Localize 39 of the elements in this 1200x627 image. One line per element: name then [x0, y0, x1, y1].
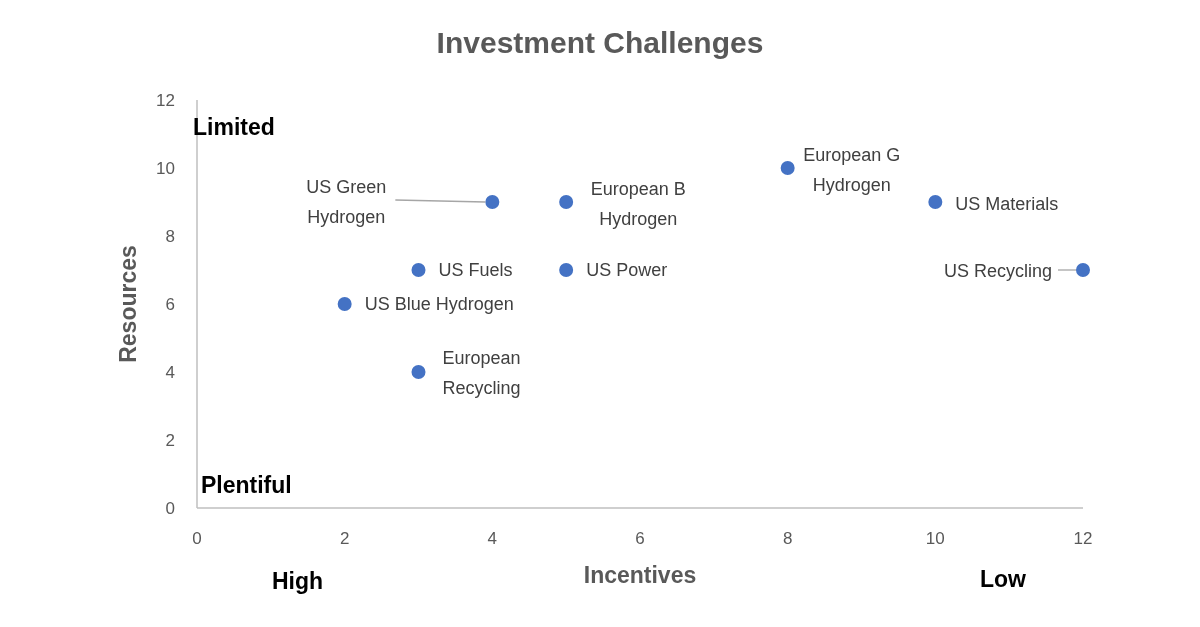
text: Low [980, 566, 1026, 593]
series-label: US Recycling [943, 261, 1052, 281]
series-label: US Fuels [438, 260, 513, 280]
series-label: European G Hydrogen [803, 145, 901, 195]
x-tick-label: 6 [635, 529, 645, 549]
series-label: European Recycling [442, 348, 521, 398]
text: US Green Hydrogen [306, 177, 387, 227]
point [928, 195, 943, 209]
y-tick-label: 6 [165, 295, 175, 315]
text: High [272, 568, 324, 595]
x-tick-label: 8 [782, 529, 793, 549]
y-tick-label: 12 [156, 91, 175, 111]
annotation: Limited [193, 114, 275, 141]
series-label: US Blue Hydrogen [364, 294, 514, 314]
x-tick-label: 2 [339, 529, 350, 549]
annotation: Plentiful [201, 472, 292, 499]
point [411, 365, 426, 379]
x-tick-label: 0 [192, 529, 202, 549]
y-tick-label: 10 [156, 159, 175, 179]
y-tick-label: 2 [165, 431, 175, 451]
point [337, 297, 352, 311]
point [485, 195, 500, 209]
y-tick-label: 0 [165, 499, 175, 519]
chart-title: Investment Challenges [436, 26, 764, 60]
series-label: US Power [586, 260, 668, 280]
point [780, 161, 795, 175]
x-tick-label: 4 [487, 529, 498, 549]
y-axis-title: Resources [114, 245, 142, 363]
point [1076, 263, 1090, 277]
point [559, 195, 574, 209]
y-tick-label: 4 [165, 363, 175, 383]
series-label: US Materials [955, 194, 1059, 214]
y-tick-label: 8 [165, 227, 175, 247]
x-axis-title: Incentives [583, 562, 697, 589]
point [411, 263, 426, 277]
point [559, 263, 574, 277]
series-label: European B Hydrogen [590, 179, 686, 229]
x-tick-label: 10 [925, 529, 945, 549]
x-tick-label: 12 [1073, 529, 1093, 549]
